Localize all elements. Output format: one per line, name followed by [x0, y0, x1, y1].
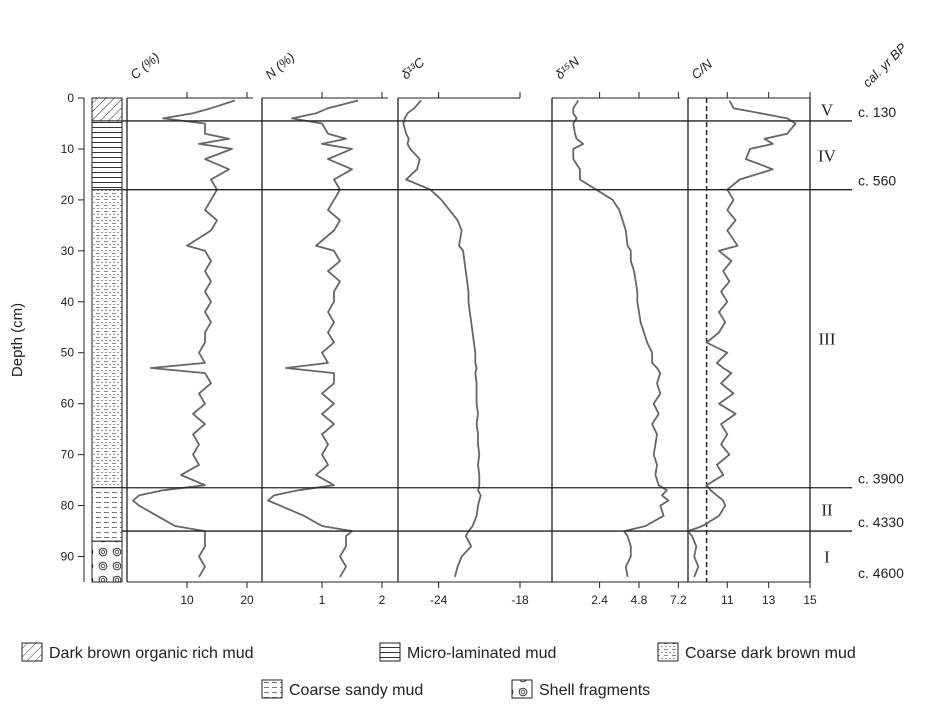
x-tick-label: 11 — [721, 593, 734, 607]
lithology-unit — [91, 189, 123, 489]
panel-title: δ¹⁵N — [552, 53, 582, 82]
zone-label: V — [821, 100, 834, 119]
x-tick-label: 2 — [379, 593, 386, 607]
zone-label: I — [824, 548, 830, 567]
y-axis-label: Depth (cm) — [9, 303, 26, 377]
y-tick-label: 20 — [61, 193, 75, 207]
zone-label: III — [819, 330, 836, 349]
age-label: c. 130 — [858, 104, 896, 120]
y-tick-label: 0 — [67, 91, 74, 105]
x-tick-label: 15 — [803, 593, 817, 607]
legend-label: Coarse sandy mud — [289, 682, 423, 699]
x-tick-label: 7.2 — [670, 593, 687, 607]
y-tick-label: 50 — [61, 346, 75, 360]
legend-label: Micro-laminated mud — [407, 645, 556, 662]
legend-label: Dark brown organic rich mud — [49, 645, 254, 662]
x-tick-label: 1 — [319, 593, 326, 607]
lithology-unit — [91, 97, 123, 122]
data-line — [687, 100, 797, 578]
age-label: c. 4600 — [858, 565, 904, 581]
x-tick-label: 4.8 — [631, 593, 648, 607]
legend-swatch — [261, 679, 283, 699]
legend-swatch — [657, 642, 679, 662]
x-tick-label: 10 — [180, 593, 194, 607]
data-line — [132, 99, 236, 578]
y-tick-label: 70 — [61, 448, 75, 462]
legend-swatch — [511, 679, 533, 699]
x-tick-label: 2.4 — [591, 593, 608, 607]
y-tick-label: 80 — [61, 499, 75, 513]
legend-swatch — [379, 642, 401, 662]
x-tick-label: 13 — [762, 593, 776, 607]
lithology-unit — [91, 487, 123, 542]
y-tick-label: 90 — [61, 550, 75, 564]
y-tick-label: 40 — [61, 295, 75, 309]
panel-title: N (%) — [262, 49, 297, 82]
lithology-unit — [91, 120, 123, 191]
zone-label: II — [821, 500, 833, 519]
x-tick-label: 20 — [240, 593, 254, 607]
y-tick-label: 30 — [61, 244, 75, 258]
panel-title: C (%) — [127, 49, 162, 82]
zone-label: IV — [818, 146, 837, 165]
age-label: c. 3900 — [858, 471, 904, 487]
age-label: c. 4330 — [858, 514, 904, 530]
age-label: c. 560 — [858, 173, 896, 189]
panel-title: C/N — [688, 56, 715, 82]
age-title: cal. yr BP — [860, 40, 910, 90]
legend-swatch — [21, 642, 43, 662]
legend-label: Shell fragments — [539, 682, 650, 699]
legend-label: Coarse dark brown mud — [685, 645, 856, 662]
y-tick-label: 60 — [61, 397, 75, 411]
x-tick-label: -18 — [511, 593, 529, 607]
panel-title: δ¹³C — [398, 54, 427, 82]
lithology-unit — [91, 540, 123, 583]
x-tick-label: -24 — [430, 593, 448, 607]
data-line — [267, 99, 359, 578]
data-line — [402, 99, 482, 578]
y-tick-label: 10 — [61, 142, 75, 156]
data-line — [572, 100, 670, 578]
